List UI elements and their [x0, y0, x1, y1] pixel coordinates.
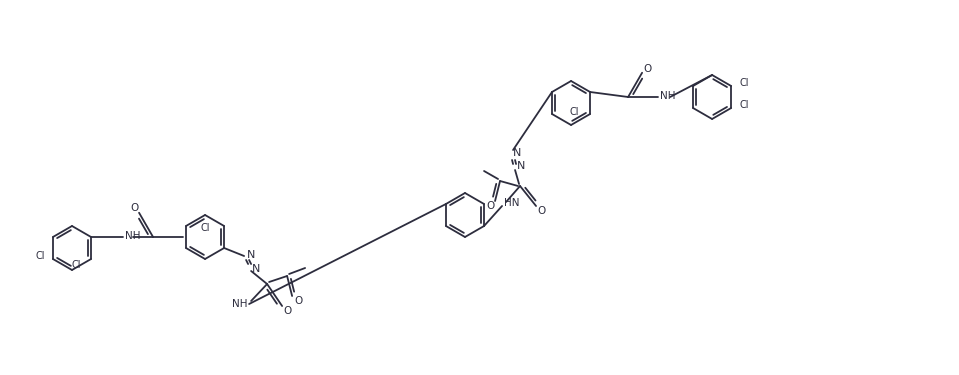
Text: Cl: Cl [739, 78, 749, 88]
Text: N: N [513, 148, 522, 158]
Text: Cl: Cl [739, 100, 749, 110]
Text: Cl: Cl [71, 260, 81, 270]
Text: NH: NH [125, 231, 141, 241]
Text: Cl: Cl [200, 223, 210, 233]
Text: NH: NH [232, 299, 247, 309]
Text: O: O [294, 296, 302, 306]
Text: O: O [283, 306, 292, 316]
Text: O: O [486, 201, 494, 211]
Text: NH: NH [660, 91, 675, 101]
Text: N: N [252, 264, 261, 274]
Text: N: N [517, 161, 526, 171]
Text: O: O [129, 203, 138, 213]
Text: O: O [643, 64, 651, 74]
Text: N: N [247, 250, 255, 260]
Text: Cl: Cl [570, 107, 579, 117]
Text: O: O [537, 206, 545, 216]
Text: HN: HN [504, 198, 520, 208]
Text: Cl: Cl [35, 251, 45, 261]
